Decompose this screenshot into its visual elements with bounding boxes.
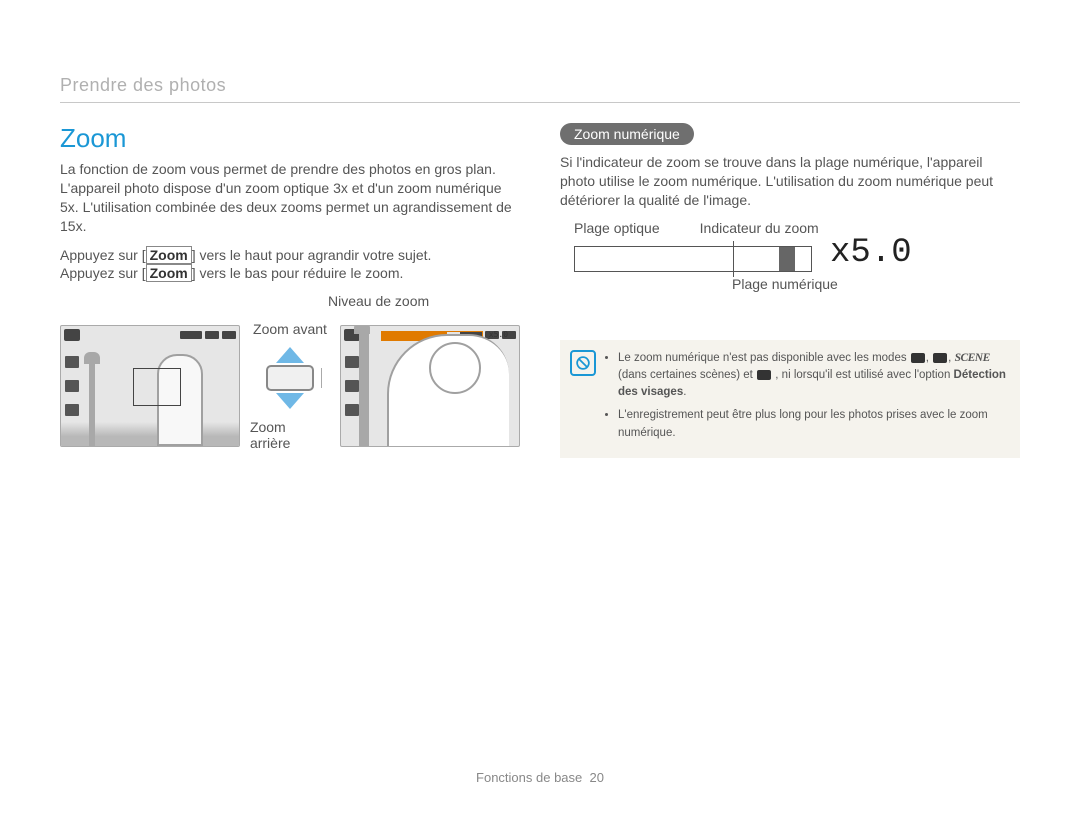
illustration-row: Zoom avant Zoom arrière [60, 321, 520, 451]
head-graphic [429, 342, 481, 394]
lamppost-graphic [89, 356, 95, 446]
focus-rectangle [133, 368, 181, 406]
note-item-1: Le zoom numérique n'est pas disponible a… [618, 350, 1008, 402]
side-icon [65, 356, 79, 368]
mode-icon [757, 370, 771, 380]
side-icon [345, 380, 359, 392]
zoom-range-bar [574, 246, 812, 272]
lcd-side-icons [65, 356, 79, 416]
right-column: Zoom numérique Si l'indicateur de zoom s… [560, 123, 1020, 458]
side-icon [65, 380, 79, 392]
info-note-box: Le zoom numérique n'est pas disponible a… [560, 340, 1020, 458]
text: Le zoom numérique n'est pas disponible a… [618, 352, 910, 364]
text: , ni lorsqu'il est utilisé avec l'option [775, 369, 953, 381]
text: Appuyez sur [ [60, 247, 146, 263]
bar-top-labels: Plage optique Indicateur du zoom [574, 220, 819, 236]
page: Prendre des photos Zoom La fonction de z… [0, 0, 1080, 815]
zoom-in-label: Zoom avant [253, 321, 327, 337]
zoom-range-diagram: Plage optique Indicateur du zoom x5.0 Pl… [560, 220, 1020, 310]
zoom-out-label: Zoom arrière [250, 419, 330, 451]
zoom-position-indicator [779, 247, 795, 271]
zoom-level-text: x5.0 [489, 330, 508, 339]
niveau-zoom-label: Niveau de zoom [328, 293, 520, 309]
zoom-control-diagram: Zoom avant Zoom arrière [250, 321, 330, 451]
side-icon [345, 356, 359, 368]
footer-section-label: Fonctions de base [476, 770, 582, 785]
mode-icon [911, 353, 925, 363]
arrow-up-icon [276, 347, 304, 363]
section-breadcrumb: Prendre des photos [60, 75, 1020, 103]
page-footer: Fonctions de base 20 [0, 770, 1080, 785]
person-silhouette-zoomed [387, 334, 509, 446]
note-item-2: L'enregistrement peut être plus long pou… [618, 407, 1008, 442]
status-icon [222, 331, 236, 339]
heading-zoom: Zoom [60, 123, 520, 154]
lamppost-graphic [359, 326, 369, 446]
two-column-layout: Zoom La fonction de zoom vous permet de … [60, 123, 1020, 458]
text: ] vers le bas pour réduire le zoom. [192, 265, 404, 281]
landscape-graphic [61, 422, 239, 446]
info-icon [570, 350, 596, 376]
zoom-key-label: Zoom [146, 264, 192, 282]
status-icon [180, 331, 202, 339]
label-optical-range: Plage optique [574, 220, 660, 236]
lcd-top-status [64, 329, 236, 341]
lcd-zoomed-illustration: x5.0 [340, 325, 520, 447]
zoom-rocker-icon [264, 343, 316, 413]
lcd-wide-illustration [60, 325, 240, 447]
left-column: Zoom La fonction de zoom vous permet de … [60, 123, 520, 458]
status-icon [205, 331, 219, 339]
digital-zoom-paragraph: Si l'indicateur de zoom se trouve dans l… [560, 153, 1020, 210]
mode-icon [933, 353, 947, 363]
side-icon [345, 404, 359, 416]
zoom-button-graphic [266, 365, 314, 391]
niveau-row: Niveau de zoom [60, 293, 520, 311]
optical-digital-divider [733, 241, 734, 277]
zoom-key-label: Zoom [146, 246, 192, 264]
zoom-intro-paragraph: La fonction de zoom vous permet de prend… [60, 160, 520, 236]
digital-zoom-badge: Zoom numérique [560, 123, 694, 145]
text: (dans certaines scènes) et [618, 369, 756, 381]
note-list: Le zoom numérique n'est pas disponible a… [604, 350, 1008, 442]
label-zoom-indicator: Indicateur du zoom [700, 220, 819, 236]
zoom-value-x5: x5.0 [830, 234, 912, 272]
label-digital-range: Plage numérique [732, 276, 838, 292]
zoom-instruction-up: Appuyez sur [Zoom] vers le haut pour agr… [60, 246, 520, 284]
lcd-side-icons [345, 356, 359, 416]
text: ] vers le haut pour agrandir votre sujet… [192, 247, 432, 263]
arrow-down-icon [276, 393, 304, 409]
side-icon [65, 404, 79, 416]
footer-page-number: 20 [590, 770, 604, 785]
text: Appuyez sur [ [60, 265, 146, 281]
scene-mode-label: SCENE [955, 352, 990, 364]
text: . [683, 386, 686, 398]
